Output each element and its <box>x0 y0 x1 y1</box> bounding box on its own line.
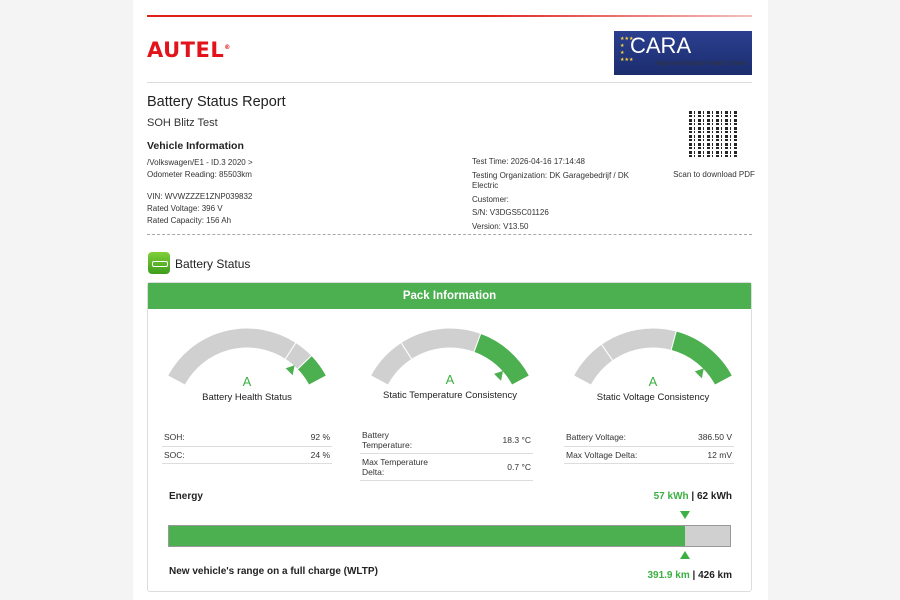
serial-number: S/N: V3DGS5C01126 <box>472 208 549 217</box>
table-row: Max Temperature Delta: 0.7 °C <box>360 453 533 481</box>
grade-label: A <box>648 374 658 389</box>
row-value: 12 mV <box>676 446 734 464</box>
energy-label: Energy <box>169 491 203 502</box>
section-title: Vehicle Information <box>147 140 244 152</box>
testing-org: Testing Organization: DK Garagebedrijf /… <box>472 170 629 191</box>
qr-caption: Scan to download PDF <box>673 170 755 179</box>
vehicle-info-left: /Volkswagen/E1 - ID.3 2020 > Odometer Re… <box>147 157 253 227</box>
page-subtitle: SOH Blitz Test <box>147 117 218 129</box>
row-key: SOC: <box>162 446 250 464</box>
energy-bar-fill <box>169 526 685 546</box>
range-label: New vehicle's range on a full charge (WL… <box>169 566 378 577</box>
table-row: Max Voltage Delta: 12 mV <box>564 446 734 464</box>
table-row: SOH: 92 % <box>162 429 332 447</box>
row-key: Battery Voltage: <box>564 429 677 447</box>
grade-label: A <box>242 374 252 389</box>
gauge-temperature-consistency <box>369 327 531 386</box>
row-key: SOH: <box>162 429 250 447</box>
row-value: 0.7 °C <box>440 453 533 481</box>
brand-text: AUTEL <box>147 38 225 62</box>
voltage-table: Battery Voltage: 386.50 V Max Voltage Del… <box>564 429 734 464</box>
gauge-pointer-icon <box>694 368 704 379</box>
autel-logo: AUTEL® <box>147 38 231 62</box>
gauge-title: Static Voltage Consistency <box>596 392 710 403</box>
gauge-gray-segment <box>400 327 482 360</box>
header-rule <box>147 15 752 17</box>
qr-code[interactable] <box>689 110 738 159</box>
row-value: 386.50 V <box>676 429 734 447</box>
range-values: 391.9 km | 426 km <box>647 570 732 581</box>
vin: VIN: WVWZZZE1ZNP039832 <box>147 192 253 201</box>
page-title: Battery Status Report <box>147 94 286 110</box>
range-current: 391.9 km <box>647 570 690 581</box>
energy-values: 57 kWh | 62 kWh <box>653 491 732 502</box>
vehicle-path: /Volkswagen/E1 - ID.3 2020 > <box>147 158 253 167</box>
test-time: Test Time: 2026-04-16 17:14:48 <box>472 157 585 166</box>
vehicle-info-right: Test Time: 2026-04-16 17:14:48 Testing O… <box>472 157 652 232</box>
row-value: 18.3 °C <box>440 427 533 454</box>
dashed-divider <box>147 234 752 235</box>
range-marker-icon <box>680 551 691 559</box>
energy-current: 57 kWh <box>653 491 689 502</box>
gauge-battery-health <box>166 327 328 386</box>
gauge-pointer-icon <box>494 370 504 381</box>
divider <box>147 82 752 83</box>
health-table: SOH: 92 % SOC: 24 % <box>162 429 332 464</box>
gauge-gray-segment <box>600 327 677 362</box>
energy-marker-icon <box>680 511 691 519</box>
rated-voltage: Rated Voltage: 396 V <box>147 204 223 213</box>
cara-badge: ★★★ ★ ★ ★★★ CARA Approved Battery Health Ch… <box>614 31 752 75</box>
customer: Customer: <box>472 194 509 204</box>
gauge-voltage-consistency <box>572 327 734 386</box>
table-row: Battery Temperature: 18.3 °C <box>360 427 533 454</box>
report-page: AUTEL® ★★★ ★ ★ ★★★ CARA Approved Battery He… <box>133 0 768 600</box>
row-key: Battery Temperature: <box>360 427 440 454</box>
gauge-title: Battery Health Status <box>202 392 292 403</box>
gauge-green-segment <box>670 330 734 386</box>
energy-bar <box>168 525 731 547</box>
row-key: Max Temperature Delta: <box>360 453 440 481</box>
cara-subtitle: Approved Battery Health Check <box>654 60 746 67</box>
table-row: SOC: 24 % <box>162 446 332 464</box>
gauge-pointer-icon <box>285 365 295 376</box>
gauge-green-segment <box>296 354 328 386</box>
table-row: Battery Voltage: 386.50 V <box>564 429 734 447</box>
battery-status-heading: Battery Status <box>175 257 251 271</box>
rated-capacity: Rated Capacity: 156 Ah <box>147 216 232 225</box>
range-total: 426 km <box>698 570 732 581</box>
row-key: Max Voltage Delta: <box>564 446 677 464</box>
battery-icon <box>148 252 170 274</box>
row-value: 24 % <box>249 446 332 464</box>
gauge-title: Static Temperature Consistency <box>383 390 517 401</box>
version: Version: V13.50 <box>472 221 529 231</box>
odometer: Odometer Reading: 85503km <box>147 170 252 179</box>
energy-total: 62 kWh <box>696 491 732 502</box>
cara-title: CARA <box>630 33 692 58</box>
pack-information-panel: Pack Information <box>147 282 752 592</box>
stars-icon: ★★★ ★ ★ ★★★ <box>620 36 634 63</box>
grade-label: A <box>445 372 455 387</box>
temperature-table: Battery Temperature: 18.3 °C Max Temperat… <box>360 427 533 481</box>
panel-header: Pack Information <box>148 283 751 309</box>
gauge-green-segment <box>473 332 531 386</box>
row-value: 92 % <box>249 429 332 447</box>
